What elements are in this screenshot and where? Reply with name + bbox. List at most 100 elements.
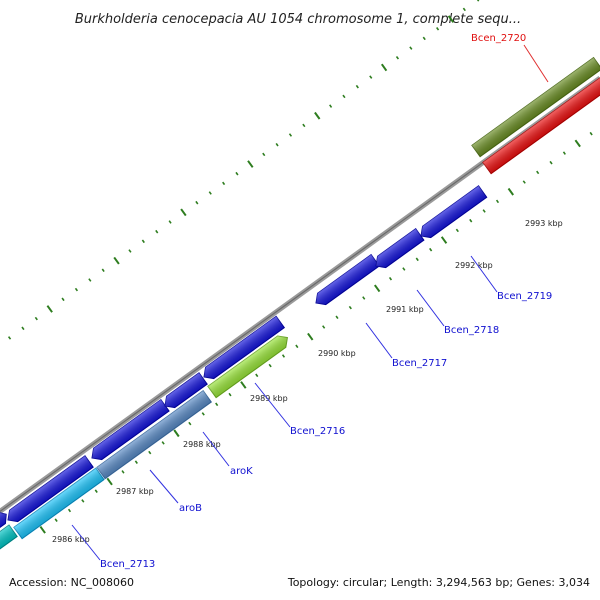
gene-outer-teal[interactable] [0, 524, 18, 553]
minor-tick [67, 508, 72, 513]
tick-label-2991: 2991 kbp [386, 305, 424, 314]
minor-tick [21, 326, 25, 331]
tick-label-2992: 2992 kbp [455, 261, 493, 270]
gene-inner-blue-8[interactable] [417, 185, 488, 242]
tick-label-2986: 2986 kbp [52, 535, 90, 544]
gene-outer-olive[interactable] [471, 56, 600, 158]
minor-tick [74, 287, 79, 292]
gene-label-bcen-2719[interactable]: Bcen_2719 [497, 291, 552, 302]
major-tick [440, 236, 448, 244]
inner-dotted-ring [39, 131, 593, 534]
outer-dotted-ring [7, 0, 480, 340]
minor-tick [161, 441, 165, 445]
major-tick [240, 381, 247, 389]
gene-inner-blue-6[interactable] [312, 253, 381, 309]
minor-tick [329, 104, 333, 108]
gene-outer-lime[interactable] [207, 332, 292, 399]
summary-text: Topology: circular; Length: 3,294,563 bp… [287, 576, 590, 589]
major-tick [173, 429, 180, 438]
minor-tick [522, 180, 526, 184]
tick-label-2993: 2993 kbp [525, 219, 563, 228]
gene-label-arok[interactable]: aroK [230, 466, 253, 477]
minor-tick [155, 229, 159, 234]
minor-tick [88, 278, 92, 282]
minor-tick [54, 518, 58, 522]
leader-bcen-2717 [365, 322, 393, 359]
minor-tick [195, 200, 199, 205]
major-tick [46, 305, 53, 313]
minor-tick [482, 209, 486, 213]
major-tick [247, 160, 254, 168]
minor-tick [295, 344, 299, 349]
major-tick [314, 111, 321, 120]
gene-inner-blue-2[interactable] [4, 455, 94, 526]
gene-outer-cyan[interactable] [13, 467, 105, 540]
leader-bcen-2720 [523, 44, 549, 83]
minor-tick [469, 218, 473, 223]
minor-tick [61, 297, 65, 302]
leader-bcen-2713 [71, 524, 101, 561]
gene-label-arob[interactable]: aroB [179, 503, 202, 514]
minor-tick [268, 363, 272, 368]
gene-label-bcen-2713[interactable]: Bcen_2713 [100, 559, 155, 570]
inner-strand-features [0, 185, 488, 533]
minor-tick [355, 84, 359, 89]
minor-tick [141, 239, 145, 244]
gene-label-bcen-2717[interactable]: Bcen_2717 [392, 358, 447, 369]
leader-bcen-2716 [254, 382, 291, 428]
major-tick [507, 187, 515, 196]
minor-tick [402, 267, 406, 271]
minor-tick [388, 276, 393, 281]
minor-tick [275, 142, 279, 147]
minor-tick [7, 336, 12, 340]
major-tick [574, 139, 581, 148]
minor-tick [121, 470, 125, 474]
gene-label-bcen-2716[interactable]: Bcen_2716 [290, 426, 345, 437]
gene-inner-blue-5[interactable] [200, 315, 286, 382]
major-tick [113, 256, 120, 265]
minor-tick [429, 247, 433, 252]
major-tick [180, 208, 187, 217]
minor-tick [562, 151, 566, 155]
minor-tick [34, 316, 38, 321]
gene-labels: Bcen_2713 aroB aroK Bcen_2716 Bcen_2717 … [100, 33, 552, 570]
minor-tick [188, 421, 192, 426]
minor-tick [422, 36, 426, 41]
minor-tick [589, 131, 593, 136]
gene-inner-blue-7[interactable] [372, 228, 425, 272]
minor-tick [302, 123, 306, 128]
minor-tick [94, 489, 98, 493]
minor-tick [415, 257, 419, 262]
outer-strand-features [0, 56, 600, 553]
gene-label-bcen-2720[interactable]: Bcen_2720 [471, 33, 526, 44]
minor-tick [255, 373, 259, 378]
minor-tick [81, 499, 85, 503]
gene-inner-blue-1[interactable] [0, 509, 10, 533]
minor-tick [148, 450, 152, 455]
minor-tick [455, 228, 459, 233]
minor-tick [134, 460, 138, 464]
minor-tick [342, 94, 346, 99]
gene-inner-blue-3[interactable] [88, 398, 170, 464]
minor-tick [228, 392, 232, 397]
major-tick [106, 477, 113, 486]
minor-tick [322, 325, 326, 329]
major-tick [447, 15, 455, 23]
gene-label-bcen-2718[interactable]: Bcen_2718 [444, 325, 499, 336]
gene-inner-blue-4[interactable] [161, 372, 208, 412]
minor-tick [549, 160, 553, 165]
gene-outer-steelblue[interactable] [96, 389, 213, 480]
minor-tick [208, 191, 212, 195]
gene-outer-red[interactable] [482, 73, 600, 175]
leader-bcen-2718 [416, 289, 445, 327]
minor-tick [222, 181, 226, 186]
tick-label-2990: 2990 kbp [318, 349, 356, 358]
tick-label-2988: 2988 kbp [183, 440, 221, 449]
minor-tick [335, 315, 339, 320]
minor-tick [262, 152, 266, 157]
major-tick [39, 526, 46, 534]
leader-arob [149, 469, 179, 504]
map-title: Burkholderia cenocepacia AU 1054 chromos… [75, 12, 521, 27]
leader-bcen-2719 [470, 255, 498, 293]
